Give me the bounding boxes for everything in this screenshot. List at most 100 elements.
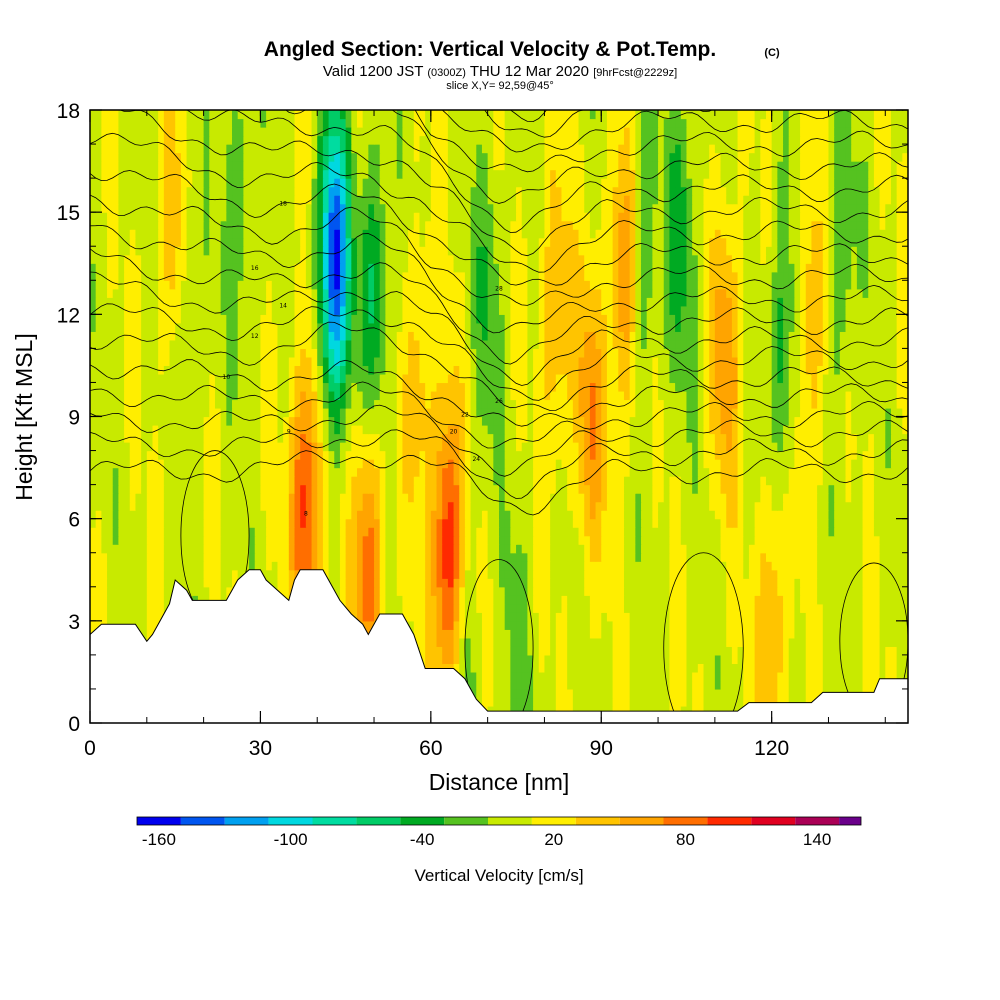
velocity-cell: [635, 493, 642, 503]
velocity-cell: [658, 561, 665, 571]
velocity-cell: [794, 552, 801, 562]
velocity-cell: [95, 535, 102, 545]
velocity-cell: [618, 612, 625, 622]
velocity-cell: [203, 518, 210, 528]
velocity-cell: [783, 697, 790, 707]
velocity-cell: [567, 501, 574, 511]
velocity-cell: [442, 535, 449, 545]
velocity-cell: [896, 484, 903, 494]
velocity-cell: [902, 518, 908, 528]
velocity-cell: [504, 586, 511, 596]
velocity-cell: [226, 484, 233, 494]
velocity-cell: [851, 603, 858, 613]
velocity-cell: [703, 629, 710, 639]
velocity-cell: [169, 442, 176, 452]
velocity-cell: [317, 510, 324, 520]
velocity-cell: [493, 518, 500, 528]
velocity-cell: [805, 518, 813, 528]
velocity-cell: [726, 629, 733, 639]
velocity-cell: [141, 493, 148, 503]
velocity-cell: [845, 612, 852, 622]
velocity-cell: [430, 544, 438, 554]
velocity-cell: [726, 646, 733, 656]
velocity-cell: [180, 544, 188, 554]
velocity-cell: [862, 595, 869, 605]
velocity-cell: [197, 552, 205, 562]
velocity-cell: [374, 476, 381, 486]
velocity-cell: [237, 450, 244, 460]
velocity-cell: [425, 561, 432, 571]
velocity-cell: [266, 518, 273, 528]
velocity-cell: [402, 450, 409, 460]
velocity-cell: [618, 654, 625, 664]
velocity-cell: [828, 450, 835, 460]
velocity-cell: [300, 510, 307, 520]
velocity-cell: [879, 450, 886, 460]
velocity-cell: [669, 518, 676, 528]
velocity-cell: [368, 603, 375, 613]
velocity-cell: [612, 552, 619, 562]
velocity-cell: [527, 680, 534, 690]
velocity-cell: [430, 586, 438, 596]
velocity-cell: [391, 459, 398, 469]
velocity-cell: [271, 561, 279, 571]
velocity-cell: [146, 433, 154, 443]
velocity-cell: [356, 459, 364, 469]
velocity-cell: [481, 433, 489, 443]
velocity-cell: [805, 578, 813, 588]
velocity-cell: [533, 569, 540, 579]
velocity-cell: [339, 450, 347, 460]
velocity-cell: [493, 527, 500, 537]
velocity-cell: [209, 569, 216, 579]
velocity-cell: [322, 467, 330, 477]
velocity-cell: [124, 535, 131, 545]
velocity-cell: [487, 680, 494, 690]
velocity-cell: [601, 612, 608, 622]
velocity-cell: [107, 442, 114, 452]
velocity-cell: [652, 705, 659, 716]
velocity-cell: [845, 578, 852, 588]
velocity-cell: [743, 680, 750, 690]
velocity-cell: [743, 595, 750, 605]
velocity-cell: [493, 612, 500, 622]
velocity-cell: [669, 552, 676, 562]
velocity-cell: [890, 569, 898, 579]
velocity-cell: [731, 654, 739, 664]
velocity-cell: [169, 467, 176, 477]
velocity-cell: [362, 433, 369, 443]
velocity-cell: [635, 586, 642, 596]
velocity-cell: [396, 476, 404, 486]
velocity-cell: [658, 671, 665, 682]
velocity-cell: [425, 620, 432, 630]
velocity-cell: [771, 535, 778, 545]
velocity-cell: [885, 663, 892, 673]
velocity-cell: [584, 561, 591, 571]
velocity-cell: [737, 552, 744, 562]
velocity-cell: [487, 612, 494, 622]
velocity-cell: [646, 646, 653, 656]
velocity-cell: [834, 629, 841, 639]
velocity-cell: [283, 518, 290, 528]
velocity-cell: [334, 527, 341, 537]
velocity-cell: [555, 595, 563, 605]
velocity-cell: [169, 484, 176, 494]
velocity-cell: [839, 620, 847, 630]
velocity-cell: [555, 680, 563, 690]
velocity-cell: [430, 612, 438, 622]
velocity-cell: [822, 459, 830, 469]
velocity-cell: [379, 476, 386, 486]
velocity-cell: [658, 442, 665, 452]
velocity-cell: [470, 688, 477, 699]
velocity-cell: [896, 544, 903, 554]
velocity-cell: [856, 637, 864, 647]
velocity-cell: [635, 671, 642, 682]
velocity-cell: [197, 484, 205, 494]
velocity-cell: [368, 501, 375, 511]
velocity-cell: [214, 433, 222, 443]
velocity-cell: [692, 629, 699, 639]
velocity-cell: [737, 646, 744, 656]
velocity-cell: [101, 612, 108, 622]
velocity-cell: [464, 620, 472, 630]
velocity-cell: [862, 561, 869, 571]
velocity-cell: [362, 544, 369, 554]
